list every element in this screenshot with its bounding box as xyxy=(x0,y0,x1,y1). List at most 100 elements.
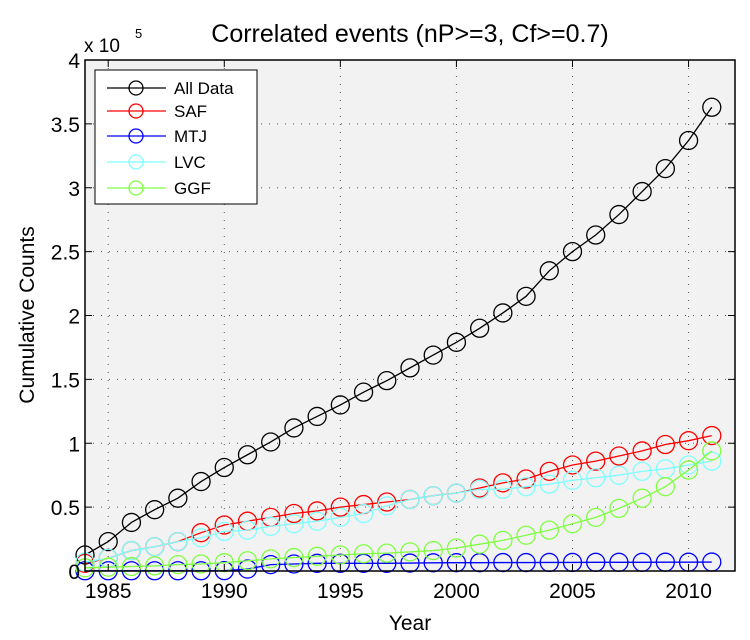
data-point xyxy=(516,286,536,306)
x-tick-label: 2000 xyxy=(433,580,480,603)
data-point xyxy=(307,406,327,427)
legend-item: SAF xyxy=(107,102,207,121)
data-point xyxy=(562,514,583,534)
x-tick-labels: 1985 1990 1995 2000 2005 2010 xyxy=(85,580,712,603)
data-point xyxy=(539,261,559,281)
data-point xyxy=(423,485,443,506)
data-point xyxy=(609,204,629,225)
data-point xyxy=(191,528,211,548)
x-tick-label: 2010 xyxy=(665,580,712,603)
y-tick-labels: 0 0.5 1 1.5 2 2.5 3 3.5 4 xyxy=(51,50,81,584)
legend-marker-icon xyxy=(128,154,144,170)
data-point xyxy=(655,434,676,455)
series-line xyxy=(84,460,712,563)
chart-title: Correlated events (nP>=3, Cf>=0.7) xyxy=(211,20,608,48)
data-point xyxy=(469,318,490,338)
data-point xyxy=(702,451,722,471)
data-point xyxy=(307,553,327,573)
data-point xyxy=(353,503,374,524)
data-point xyxy=(632,488,652,508)
legend-item: All Data xyxy=(107,79,234,98)
data-point xyxy=(469,479,490,499)
data-point xyxy=(539,520,559,540)
data-point xyxy=(168,531,188,552)
data-point xyxy=(307,501,327,521)
data-point xyxy=(493,303,513,323)
data-point xyxy=(586,451,606,471)
series-line xyxy=(84,450,713,569)
data-point xyxy=(98,531,118,552)
data-point xyxy=(493,530,513,550)
data-point xyxy=(632,461,652,482)
y-tick-label: 0 xyxy=(68,561,80,584)
series-group xyxy=(75,97,722,581)
y-axis-label: Cumulative Counts xyxy=(16,226,39,403)
data-point xyxy=(377,496,397,516)
data-point xyxy=(284,547,304,568)
legend-marker-icon xyxy=(128,180,144,196)
data-point xyxy=(702,441,722,461)
x-tick-label: 1995 xyxy=(317,580,364,603)
data-point xyxy=(609,465,629,485)
data-point xyxy=(377,543,397,563)
data-point xyxy=(562,455,583,475)
data-point xyxy=(144,500,165,520)
data-point xyxy=(400,553,420,573)
data-point xyxy=(678,460,699,480)
y-multiplier-label: x 10 xyxy=(84,36,120,57)
data-point xyxy=(609,446,629,466)
data-point xyxy=(702,425,722,446)
data-point xyxy=(377,553,397,573)
legend-label: SAF xyxy=(174,102,207,121)
data-point xyxy=(307,511,327,531)
data-point xyxy=(237,559,258,579)
data-point xyxy=(353,382,374,402)
data-point xyxy=(237,520,258,540)
series-ggf xyxy=(75,441,722,578)
data-point xyxy=(214,457,234,478)
data-point xyxy=(191,554,211,574)
data-point xyxy=(632,181,652,202)
y-multiplier: x 10 5 xyxy=(84,26,142,57)
x-tick-label: 1990 xyxy=(201,580,248,603)
y-tick-label: 2 xyxy=(68,306,80,329)
data-point xyxy=(330,507,351,527)
data-point xyxy=(539,461,559,482)
data-point xyxy=(98,557,118,577)
data-point xyxy=(678,431,699,451)
data-point xyxy=(516,477,536,497)
series-lvc xyxy=(75,451,722,572)
y-tick-label: 2.5 xyxy=(51,242,80,265)
data-point xyxy=(516,525,536,545)
y-multiplier-exponent: 5 xyxy=(135,26,142,41)
data-point xyxy=(353,544,374,564)
data-point xyxy=(655,158,676,179)
data-point xyxy=(400,542,420,562)
data-point xyxy=(493,479,513,499)
data-point xyxy=(562,241,583,262)
series-line xyxy=(84,434,712,564)
data-point xyxy=(702,97,722,117)
legend-marker-icon xyxy=(128,80,144,96)
legend-box xyxy=(94,69,258,205)
y-tick-label: 1.5 xyxy=(51,369,80,392)
data-point xyxy=(586,468,606,488)
data-point xyxy=(307,546,327,566)
data-point xyxy=(678,130,699,151)
data-point xyxy=(214,515,234,535)
data-point xyxy=(191,523,211,543)
data-point xyxy=(562,470,583,490)
data-point xyxy=(284,503,304,524)
data-point xyxy=(539,474,559,494)
legend-item: MTJ xyxy=(107,127,207,146)
data-point xyxy=(261,554,281,575)
series-line xyxy=(84,106,713,556)
data-point xyxy=(121,512,142,533)
data-point xyxy=(168,554,188,575)
y-tick-label: 1 xyxy=(68,433,80,456)
y-tick-label: 4 xyxy=(68,50,80,73)
legend-item: GGF xyxy=(107,179,211,198)
legend-marker-icon xyxy=(128,103,144,119)
data-point xyxy=(586,225,606,245)
data-point xyxy=(168,488,188,508)
